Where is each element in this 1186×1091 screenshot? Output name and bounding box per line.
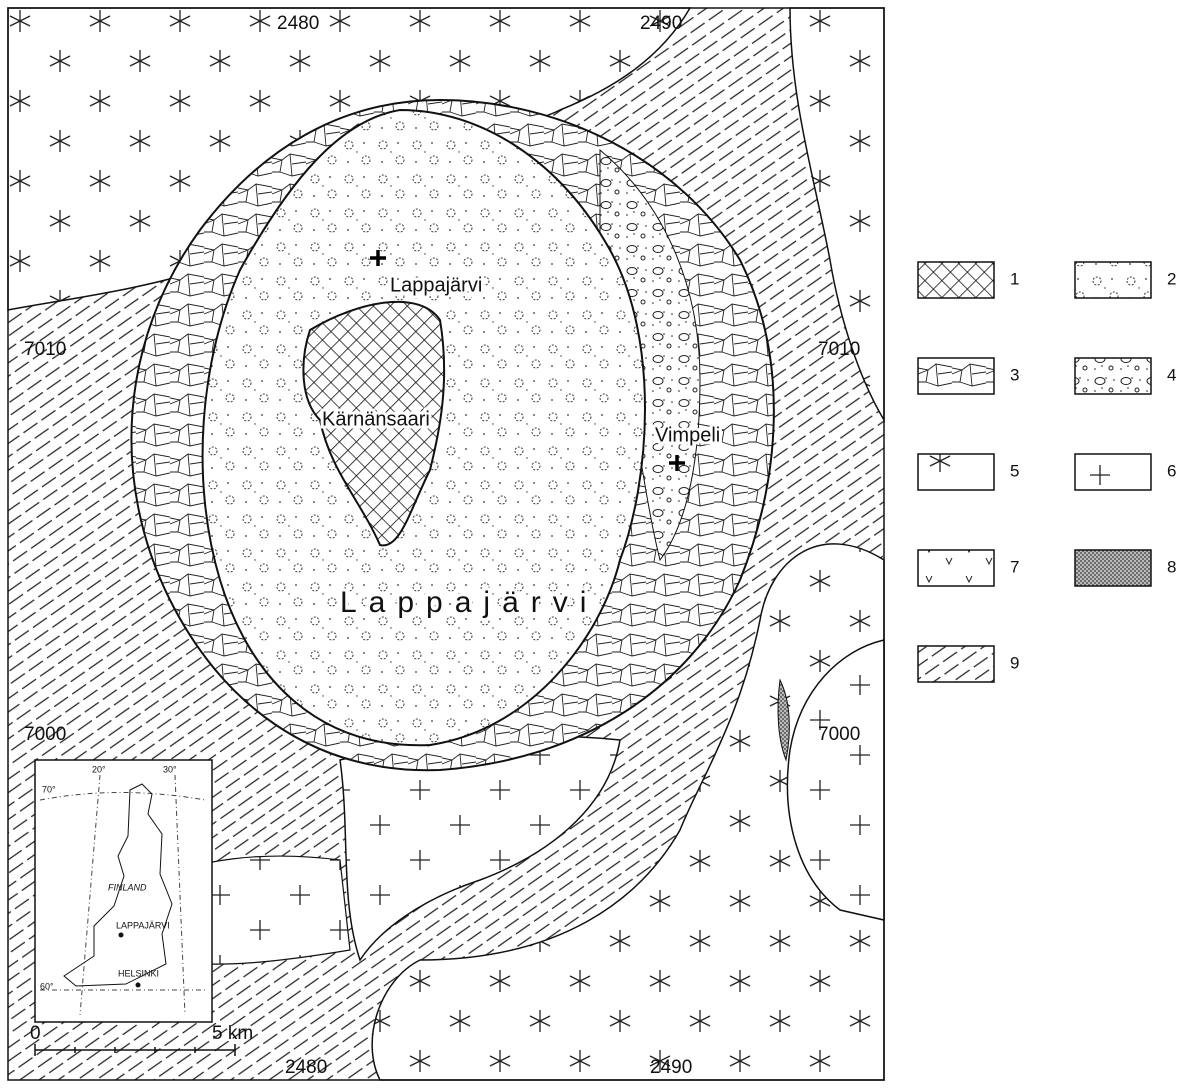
lake-label: Lappajärvi [340,586,598,619]
grid-label: 2480 [277,13,319,34]
legend-swatch [918,262,994,298]
legend-swatch [1075,262,1151,298]
site-dot [119,933,124,938]
legend-swatch [1075,550,1151,586]
legend-label: 9 [1010,653,1019,672]
legend-label: 6 [1167,461,1176,480]
inset-label: 60° [40,981,54,991]
grid-label: 2490 [640,13,682,34]
capital-dot [136,983,141,988]
inset-label: 70° [42,784,56,794]
place-label: Lappajärvi [390,274,482,296]
legend-swatch [918,646,994,682]
legend-label: 4 [1167,365,1176,384]
map: 2480 2490 2480 2490 7010 7000 7010 7000 … [0,0,1186,1086]
place-label: Vimpeli [655,424,720,446]
inset-label: 20° [92,764,106,774]
grid-label: 2490 [650,1057,692,1078]
legend-label: 2 [1167,269,1176,288]
grid-label: 7000 [24,724,66,745]
legend-label: 8 [1167,557,1176,576]
body: 2480 2490 2480 2490 7010 7000 7010 7000 … [0,0,1186,1091]
legend-label: 5 [1010,461,1019,480]
legend-swatch [918,454,994,490]
scale-label: 5 km [212,1023,253,1044]
legend: 1 2 3 4 5 6 7 8 9 [918,262,1176,682]
inset-map: 70° 60° 20° 30° FINLAND LAPPAJÄRVI HELSI… [35,760,212,1022]
inset-label: 30° [163,764,177,774]
grid-label: 7000 [818,724,860,745]
inset-label: FINLAND [108,882,147,892]
grid-label: 2480 [285,1057,327,1078]
page: {"map": { "grid_labels": {"top": ["2480"… [0,0,1186,1091]
legend-swatch [918,358,994,394]
place-label: Kärnänsaari [322,408,430,430]
inset-label: LAPPAJÄRVI [116,920,170,930]
scale-label: 0 [30,1023,41,1044]
legend-label: 1 [1010,269,1019,288]
legend-swatch [1075,358,1151,394]
legend-swatch [1075,454,1151,490]
legend-label: 7 [1010,557,1019,576]
grid-label: 7010 [24,339,66,360]
legend-label: 3 [1010,365,1019,384]
grid-label: 7010 [818,339,860,360]
legend-swatch [918,550,994,586]
inset-label: HELSINKI [118,968,159,978]
